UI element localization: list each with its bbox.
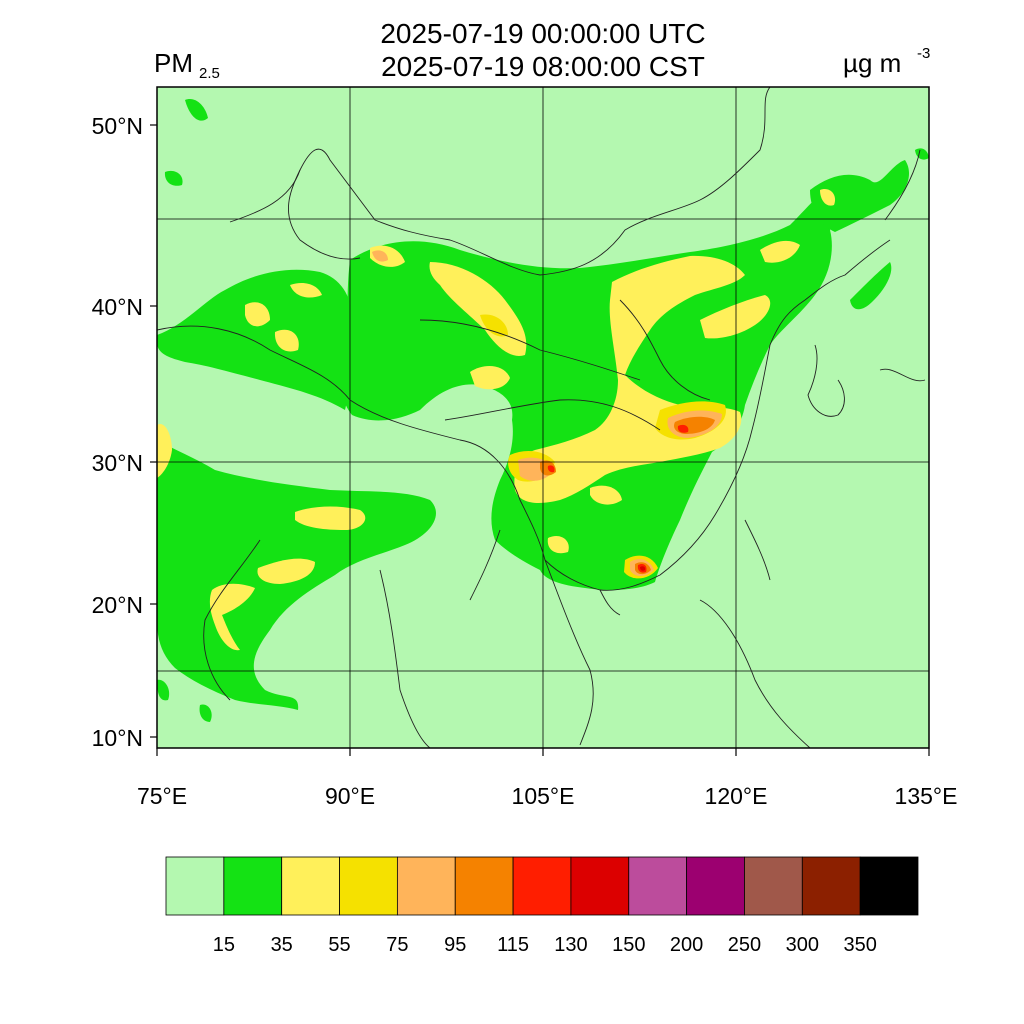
pm25-contours [157, 87, 929, 748]
colorbar-swatch [512, 856, 572, 916]
lon-label-75e: 75°E [137, 783, 187, 809]
lat-label-10n: 10°N [92, 725, 143, 751]
colorbar-label: 55 [328, 934, 350, 956]
contour-level-115-130 [547, 424, 689, 573]
axis-ticks [150, 124, 930, 756]
colorbar-swatch [339, 856, 398, 916]
colorbar-swatch [223, 856, 283, 916]
colorbar-label: 200 [670, 934, 703, 956]
lat-label-50n: 50°N [92, 113, 143, 139]
variable-main: PM [154, 48, 193, 78]
lon-label-120e: 120°E [705, 783, 768, 809]
boundaries [157, 87, 926, 748]
variable-subscript: 2.5 [199, 65, 220, 82]
title-cst: 2025-07-19 08:00:00 CST [381, 51, 705, 82]
colorbar-label: 15 [213, 934, 235, 956]
colorbar-label: 300 [786, 934, 819, 956]
colorbar-swatch [570, 856, 630, 916]
colorbar-swatch [801, 856, 861, 916]
contour-level-130-150 [640, 566, 646, 571]
lon-labels: 75°E 90°E 105°E 120°E 135°E [137, 783, 958, 809]
lat-label-20n: 20°N [92, 592, 143, 618]
colorbar-swatch [454, 856, 514, 916]
lat-label-40n: 40°N [92, 294, 143, 320]
graticule [157, 87, 929, 748]
units-superscript: -3 [917, 45, 930, 62]
colorbar-label: 130 [554, 934, 587, 956]
colorbar: 15 35 55 75 95 115 130 150 200 250 300 350 [165, 856, 919, 956]
lon-label-90e: 90°E [325, 783, 375, 809]
colorbar-label: 75 [386, 934, 408, 956]
map-panel: 50°N 40°N 30°N 20°N 10°N 75°E 90°E 105°E… [92, 86, 958, 809]
lat-labels: 50°N 40°N 30°N 20°N 10°N [92, 113, 143, 751]
lon-label-135e: 135°E [895, 783, 958, 809]
colorbar-swatch [628, 856, 688, 916]
units-label: µg m -3 [843, 45, 930, 78]
colorbar-label: 350 [843, 934, 876, 956]
colorbar-label: 250 [728, 934, 761, 956]
colorbar-swatch [281, 856, 340, 916]
lon-label-105e: 105°E [512, 783, 575, 809]
units-main: µg m [843, 48, 901, 78]
contour-level-35-55 [157, 189, 836, 651]
variable-label: PM 2.5 [154, 48, 220, 82]
lat-label-30n: 30°N [92, 450, 143, 476]
colorbar-label: 150 [612, 934, 645, 956]
colorbar-swatch [686, 856, 745, 916]
title-utc: 2025-07-19 00:00:00 UTC [380, 18, 705, 49]
colorbar-label: 95 [444, 934, 466, 956]
colorbar-swatch [859, 856, 919, 916]
colorbar-label: 35 [271, 934, 293, 956]
colorbar-swatch [744, 856, 803, 916]
colorbar-label: 115 [497, 934, 529, 956]
colorbar-swatch [165, 856, 225, 916]
colorbar-swatch [396, 856, 456, 916]
